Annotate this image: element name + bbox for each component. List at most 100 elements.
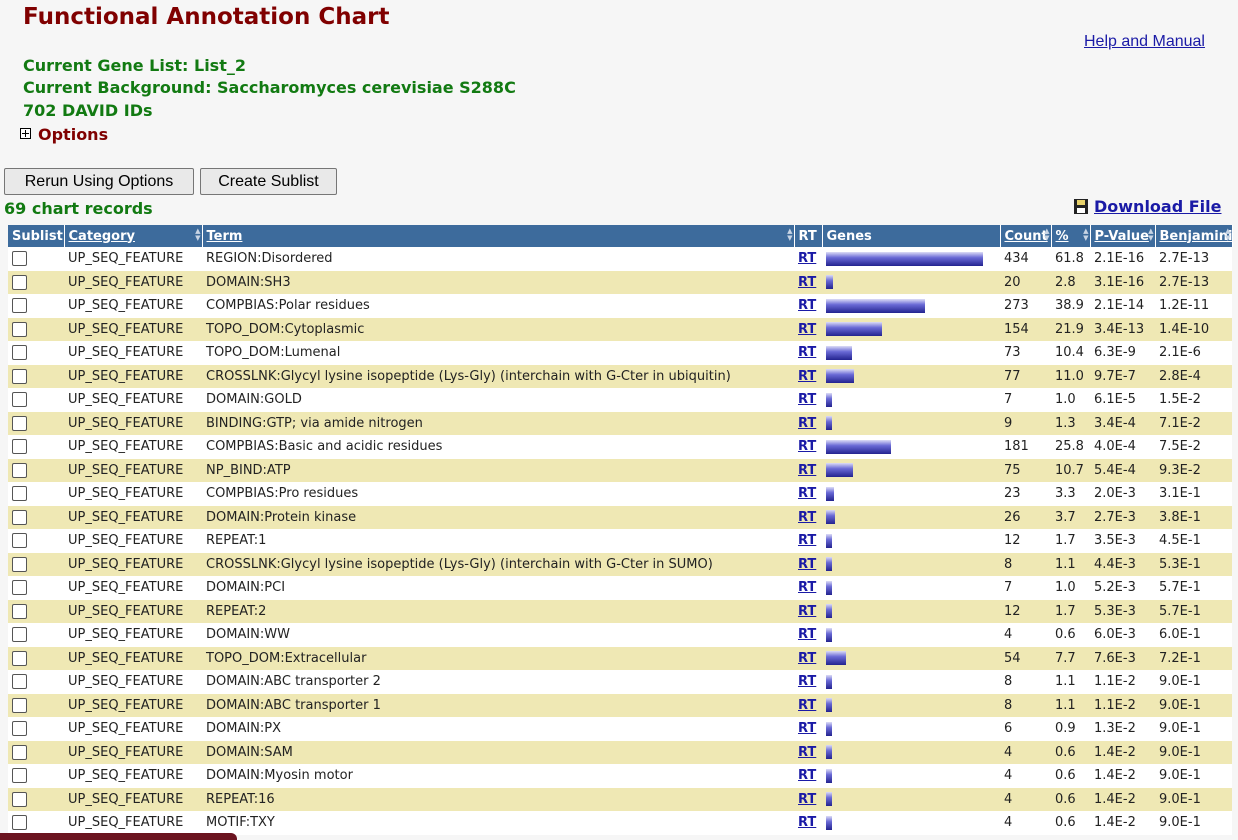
sort-arrows-icon[interactable]: ▲ ▼ <box>787 227 793 242</box>
header-pvalue[interactable]: P-Value ▲ ▼ <box>1090 225 1156 247</box>
header-category[interactable]: Category ▲ ▼ <box>64 225 203 247</box>
genes-bar[interactable] <box>826 698 832 713</box>
genes-bar[interactable] <box>826 815 832 830</box>
rt-link[interactable]: RT <box>798 791 817 807</box>
row-select-checkbox[interactable] <box>12 392 27 408</box>
genes-bar[interactable] <box>826 416 832 431</box>
rt-link[interactable]: RT <box>798 415 817 431</box>
rt-link[interactable]: RT <box>798 321 817 337</box>
genes-bar[interactable] <box>826 486 834 501</box>
sort-arrows-icon[interactable]: ▲ ▼ <box>195 227 201 242</box>
genes-bar[interactable] <box>826 510 835 525</box>
sort-arrows-icon[interactable]: ▲ ▼ <box>1148 227 1154 242</box>
genes-bar[interactable] <box>826 721 832 736</box>
header-percent[interactable]: % ▲ ▼ <box>1051 225 1091 247</box>
genes-bar[interactable] <box>826 439 891 454</box>
sort-arrows-icon[interactable]: ▲ ▼ <box>1083 227 1089 242</box>
genes-bar[interactable] <box>826 604 832 619</box>
genes-bar[interactable] <box>826 745 832 760</box>
row-select-checkbox[interactable] <box>12 721 27 737</box>
rt-link[interactable]: RT <box>798 721 817 737</box>
row-select-checkbox[interactable] <box>12 321 27 337</box>
row-select-checkbox[interactable] <box>12 345 27 361</box>
genes-bar[interactable] <box>826 298 925 313</box>
row-select-checkbox[interactable] <box>12 627 27 643</box>
genes-bar[interactable] <box>826 651 846 666</box>
rt-link[interactable]: RT <box>798 251 817 267</box>
header-benjamini[interactable]: Benjamini ▲ ▼ <box>1155 225 1233 247</box>
rt-link[interactable]: RT <box>798 274 817 290</box>
row-select-checkbox[interactable] <box>12 298 27 314</box>
rt-link[interactable]: RT <box>798 392 817 408</box>
help-manual-link[interactable]: Help and Manual <box>1084 33 1205 50</box>
row-select-checkbox[interactable] <box>12 368 27 384</box>
rt-link[interactable]: RT <box>798 627 817 643</box>
genes-bar[interactable] <box>826 533 832 548</box>
header-category-label[interactable]: Category <box>68 228 135 244</box>
genes-bar[interactable] <box>826 627 832 642</box>
row-select-checkbox[interactable] <box>12 556 27 572</box>
row-select-checkbox[interactable] <box>12 744 27 760</box>
header-term[interactable]: Term ▲ ▼ <box>202 225 795 247</box>
header-count-label[interactable]: Count <box>1004 228 1048 244</box>
row-select-checkbox[interactable] <box>12 768 27 784</box>
rt-link[interactable]: RT <box>798 345 817 361</box>
download-file-link[interactable]: Download File <box>1074 197 1222 216</box>
row-select-checkbox[interactable] <box>12 509 27 525</box>
rt-link[interactable]: RT <box>798 580 817 596</box>
rt-link[interactable]: RT <box>798 509 817 525</box>
header-term-label[interactable]: Term <box>206 228 243 244</box>
row-select-checkbox[interactable] <box>12 533 27 549</box>
rt-link[interactable]: RT <box>798 298 817 314</box>
row-select-checkbox[interactable] <box>12 791 27 807</box>
rt-link[interactable]: RT <box>798 439 817 455</box>
plus-box-icon[interactable] <box>20 128 31 139</box>
genes-bar[interactable] <box>826 463 853 478</box>
row-select-checkbox[interactable] <box>12 650 27 666</box>
genes-bar[interactable] <box>826 557 832 572</box>
row-select-checkbox[interactable] <box>12 415 27 431</box>
row-select-checkbox[interactable] <box>12 697 27 713</box>
row-select-cell <box>8 435 64 459</box>
genes-bar[interactable] <box>826 275 833 290</box>
row-select-checkbox[interactable] <box>12 580 27 596</box>
row-select-checkbox[interactable] <box>12 815 27 831</box>
row-select-checkbox[interactable] <box>12 274 27 290</box>
rt-link[interactable]: RT <box>798 368 817 384</box>
rt-link[interactable]: RT <box>798 744 817 760</box>
rt-link[interactable]: RT <box>798 768 817 784</box>
rt-link[interactable]: RT <box>798 674 817 690</box>
create-sublist-button[interactable]: Create Sublist <box>200 168 337 195</box>
rerun-using-options-button[interactable]: Rerun Using Options <box>4 168 194 195</box>
genes-bar[interactable] <box>826 369 854 384</box>
row-select-checkbox[interactable] <box>12 251 27 267</box>
rt-link[interactable]: RT <box>798 650 817 666</box>
rt-link[interactable]: RT <box>798 697 817 713</box>
rt-link[interactable]: RT <box>798 815 817 831</box>
genes-bar[interactable] <box>826 792 832 807</box>
row-select-checkbox[interactable] <box>12 462 27 478</box>
header-percent-label[interactable]: % <box>1055 228 1069 244</box>
sort-arrows-icon[interactable]: ▲ ▼ <box>1044 227 1050 242</box>
options-toggle[interactable]: Options <box>20 125 108 144</box>
row-select-checkbox[interactable] <box>12 486 27 502</box>
genes-bar[interactable] <box>826 322 882 337</box>
row-select-checkbox[interactable] <box>12 674 27 690</box>
genes-bar[interactable] <box>826 392 832 407</box>
header-count[interactable]: Count ▲ ▼ <box>1000 225 1052 247</box>
row-select-checkbox[interactable] <box>12 603 27 619</box>
genes-bar[interactable] <box>826 674 832 689</box>
sort-arrows-icon[interactable]: ▲ ▼ <box>1225 227 1231 242</box>
row-select-checkbox[interactable] <box>12 439 27 455</box>
genes-bar[interactable] <box>826 345 852 360</box>
genes-bar[interactable] <box>826 580 832 595</box>
header-pvalue-label[interactable]: P-Value <box>1094 228 1149 244</box>
header-benjamini-label[interactable]: Benjamini <box>1159 228 1233 244</box>
rt-link[interactable]: RT <box>798 603 817 619</box>
genes-bar[interactable] <box>826 768 832 783</box>
genes-bar[interactable] <box>826 251 983 266</box>
rt-link[interactable]: RT <box>798 533 817 549</box>
rt-link[interactable]: RT <box>798 556 817 572</box>
rt-link[interactable]: RT <box>798 486 817 502</box>
rt-link[interactable]: RT <box>798 462 817 478</box>
